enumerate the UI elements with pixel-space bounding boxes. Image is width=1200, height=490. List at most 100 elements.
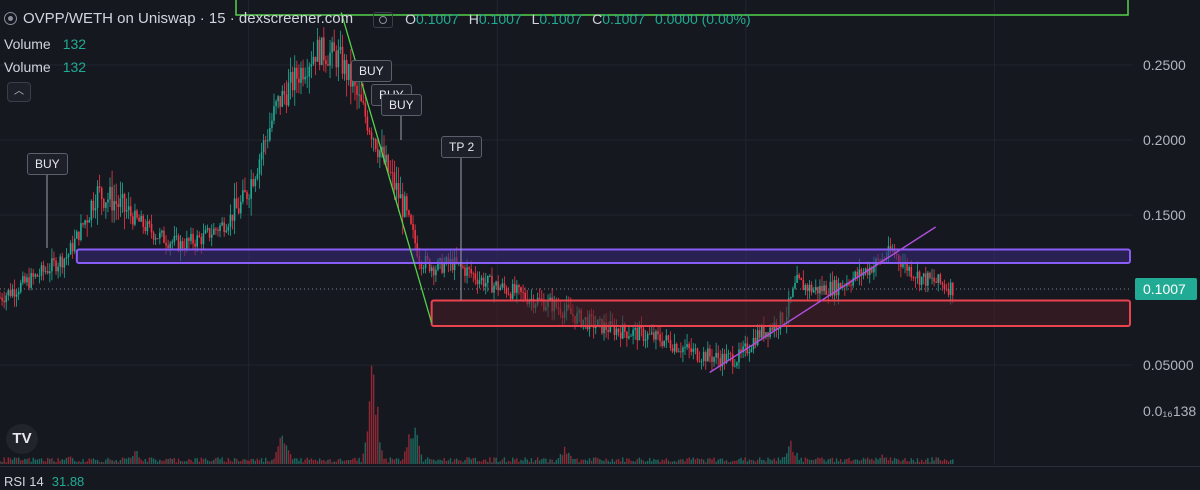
volume-bar (163, 460, 165, 464)
candle (702, 346, 705, 367)
volume-bar (871, 458, 873, 464)
volume-bar (323, 459, 325, 464)
candle (931, 268, 933, 285)
volume-bar (15, 458, 18, 464)
candle (727, 349, 730, 361)
volume-bar (300, 458, 302, 464)
tp-label[interactable]: TP 2 (441, 136, 483, 158)
ohlc-change: 0.0000 (0.00%) (654, 10, 751, 27)
volume-bar (763, 460, 765, 464)
candle (248, 194, 250, 208)
volume-bar (478, 461, 481, 464)
candle (217, 227, 219, 237)
volume-bar (952, 459, 954, 464)
volume-bar (439, 459, 441, 464)
candle (327, 55, 329, 67)
buy-label[interactable]: BUY (351, 60, 392, 82)
volume-bar (451, 461, 454, 464)
volume-bar (819, 458, 821, 464)
volume-bar (246, 460, 248, 464)
candle (80, 214, 82, 242)
volume-bar (603, 460, 605, 464)
rsi-legend[interactable]: RSI 14 31.88 (4, 474, 84, 489)
candle (491, 267, 493, 293)
candle (495, 280, 497, 290)
volume-bar (213, 459, 215, 464)
candle (125, 198, 128, 219)
volume-bar (69, 456, 72, 464)
candle (61, 252, 64, 274)
volume-bar (204, 458, 207, 464)
price-axis[interactable]: 0.2500 0.2000 0.1500 0.05000 0.0₁₆138 0.1007 (1135, 57, 1197, 419)
candle (206, 224, 209, 233)
candle (325, 55, 327, 73)
candle (868, 261, 871, 284)
volume-row-2[interactable]: Volume 132 (4, 59, 86, 75)
buy-label[interactable]: BUY (381, 94, 422, 116)
volume-value: 132 (62, 36, 87, 52)
purple-zone[interactable] (75, 248, 1132, 264)
ohlc-low-key: L (531, 10, 540, 27)
candle (171, 239, 174, 250)
volume-bar (40, 458, 43, 464)
collapse-legend-button[interactable]: ︿ (7, 82, 31, 102)
candle (196, 229, 198, 253)
volume-bar (447, 460, 450, 464)
candle (237, 197, 240, 215)
volume-bar (17, 457, 20, 464)
volume-bar (503, 457, 506, 464)
purple-trendline[interactable] (709, 226, 937, 374)
candle (673, 333, 676, 355)
candle (387, 153, 389, 175)
volume-bar (321, 460, 323, 464)
volume-bar (460, 460, 462, 464)
volume-bar (790, 440, 792, 464)
candle (912, 275, 915, 282)
volume-bar (945, 460, 948, 464)
volume-bar (833, 461, 836, 464)
candle (713, 356, 715, 367)
volume-bar (397, 458, 400, 464)
volume-bar (375, 414, 377, 464)
volume-bar (115, 460, 117, 464)
volume-bar (393, 459, 396, 464)
volume-bar (169, 458, 171, 464)
volume-bar (518, 461, 520, 464)
candle (856, 267, 859, 282)
volume-bar (815, 459, 817, 464)
volume-bar (92, 458, 95, 464)
volume-bar (314, 459, 317, 464)
volume-bar (875, 457, 877, 464)
eye-icon[interactable] (373, 11, 394, 28)
volume-bar (881, 454, 883, 464)
candle (262, 133, 265, 166)
volume-bar (659, 461, 661, 464)
volume-bar (175, 462, 178, 464)
volume-bar (381, 450, 383, 464)
volume-row-1[interactable]: Volume 132 (4, 36, 86, 52)
volume-bar (578, 462, 580, 464)
red-zone[interactable] (430, 299, 1132, 327)
candle (94, 194, 97, 219)
candle (692, 343, 695, 360)
candle (719, 350, 722, 371)
volume-bar (267, 461, 269, 464)
volume-bar (507, 460, 510, 464)
candle (665, 329, 668, 349)
tradingview-logo-icon[interactable]: TV (6, 424, 38, 454)
candle (503, 276, 506, 294)
candle (350, 48, 352, 105)
buy-label[interactable]: BUY (27, 153, 68, 175)
green-box-top[interactable] (235, 0, 1129, 16)
volume-bar (482, 459, 485, 464)
candle (82, 222, 84, 228)
volume-bar (837, 461, 840, 464)
volume-bar (345, 460, 348, 464)
volume-bar (383, 458, 385, 464)
volume-bar (559, 453, 562, 464)
candle (698, 351, 701, 363)
candle (76, 229, 78, 240)
candle (129, 197, 132, 224)
